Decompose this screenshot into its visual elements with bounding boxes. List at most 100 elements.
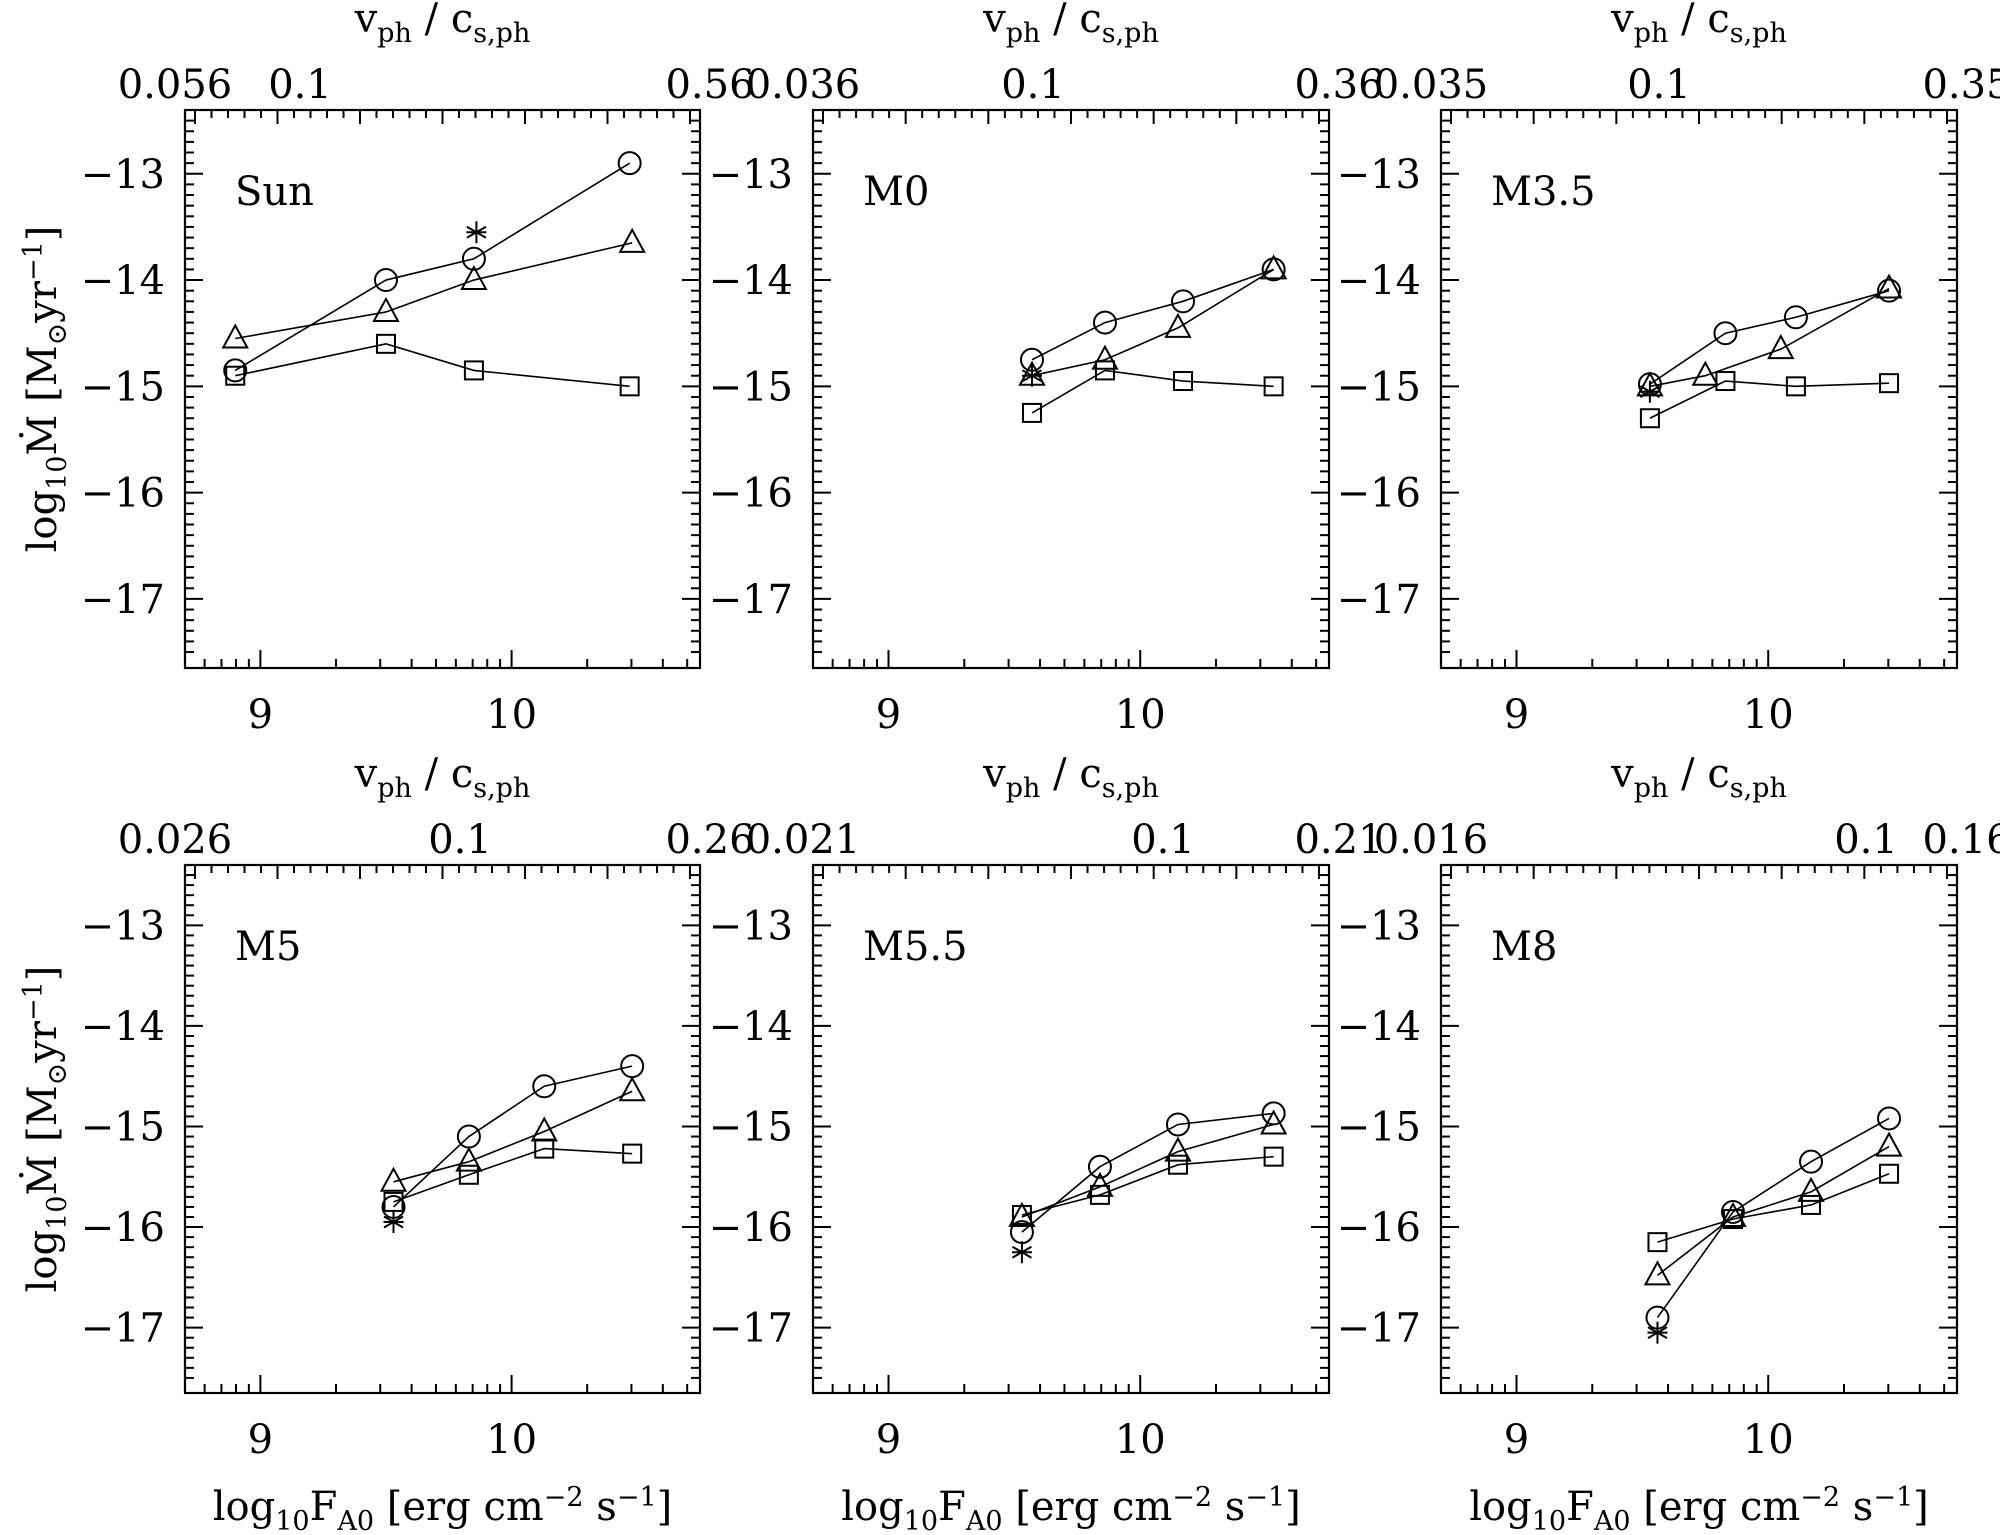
top-title-sub-sph: s,ph: [1102, 773, 1159, 804]
x-title-unit-open: [erg cm: [1631, 1484, 1801, 1530]
data-point-circle: [1799, 1149, 1824, 1174]
top-tick-label: 0.56: [665, 62, 754, 108]
top-title-sub-sph: s,ph: [473, 18, 530, 49]
series-line-triangles: [1031, 268, 1275, 377]
top-tick-label: 0.016: [1374, 817, 1489, 863]
x-title-sup-2: −2: [1172, 1482, 1212, 1513]
top-title-sub-sph: s,ph: [473, 773, 530, 804]
y-tick-label: −15: [1337, 1104, 1421, 1150]
y-tick-label: −15: [1337, 364, 1421, 410]
x-title-log: log: [213, 1484, 275, 1530]
top-tick-label: 0.036: [746, 62, 861, 108]
top-title-sub-ph: ph: [377, 773, 412, 804]
series-line-squares: [235, 343, 630, 388]
data-point-asterisk: [466, 221, 487, 244]
data-point-triangle: [530, 1116, 558, 1142]
y-title-sub-10: 10: [42, 1196, 73, 1230]
x-title-unit-mid: s: [1840, 1484, 1873, 1530]
x-title-sub-10: 10: [275, 1506, 309, 1535]
top-tick-label: 0.035: [1374, 62, 1489, 108]
top-tick-label: 0.1: [268, 62, 332, 108]
data-point-square: [1021, 402, 1042, 423]
series-line-triangles: [235, 242, 633, 340]
series-line-squares: [1021, 1155, 1274, 1216]
data-point-circle: [1087, 1154, 1112, 1179]
series-line-squares: [393, 1147, 633, 1203]
top-tick-label: 0.21: [1294, 817, 1383, 863]
panel-label: M8: [1491, 924, 1557, 970]
y-title-Mdot: Ṁ [M: [19, 345, 66, 455]
data-point-circle: [461, 246, 486, 271]
panel-label: M5: [235, 924, 301, 970]
y-axis-title: log10Ṁ [M⊙yr−1]: [18, 226, 73, 553]
series-line-circles: [1021, 1112, 1274, 1233]
top-tick-label: 0.26: [665, 817, 754, 863]
top-tick-label: 0.36: [1294, 62, 1383, 108]
top-title-sub-ph: ph: [377, 18, 412, 49]
data-point-square: [383, 1191, 404, 1212]
x-title-F: F: [310, 1484, 338, 1530]
data-point-triangle: [1091, 344, 1119, 370]
series-line-squares: [1657, 1173, 1890, 1243]
x-title-sup-1: −1: [1873, 1482, 1913, 1513]
data-point-triangle: [1164, 312, 1192, 338]
y-title-sub-10: 10: [42, 456, 73, 490]
y-tick-label: −13: [1337, 152, 1421, 198]
series-line-circles: [1656, 1117, 1890, 1319]
data-point-triangle: [1008, 1201, 1036, 1227]
data-point-square: [1722, 1209, 1743, 1230]
x-tick-label: 10: [1743, 1417, 1794, 1463]
panel-label: M0: [863, 169, 929, 215]
x-title-unit-open: [erg cm: [374, 1484, 544, 1530]
y-tick-label: −14: [81, 258, 165, 304]
data-point-square: [1263, 376, 1284, 397]
top-tick-label: 0.056: [118, 62, 233, 108]
data-point-triangle: [221, 323, 249, 349]
data-point-circle: [373, 268, 398, 293]
x-axis-title: log10FA0 [erg cm−2 s−1]: [841, 1482, 1301, 1535]
data-point-circle: [1261, 1101, 1286, 1126]
top-title-sep: / c: [412, 0, 473, 42]
y-title-log: log: [20, 1230, 66, 1292]
x-title-sub-A0: A0: [1593, 1506, 1631, 1535]
top-title-sub-ph: ph: [1006, 773, 1041, 804]
x-title-sup-1: −1: [617, 1482, 657, 1513]
data-point-triangle: [1767, 334, 1795, 360]
data-point-triangle: [379, 1166, 408, 1192]
top-title-sep: / c: [1668, 751, 1729, 797]
y-tick-label: −17: [709, 577, 793, 623]
top-title-sep: / c: [1040, 751, 1101, 797]
panel-m8: −13 −14 −15 −16 −17 9 10 0.016 0.1 0.16 vph / cs,p…: [1337, 751, 2000, 1535]
y-tick-label: −15: [81, 364, 165, 410]
series-line-circles: [1649, 289, 1890, 385]
data-point-triangle: [1719, 1201, 1747, 1227]
y-tick-label: −16: [81, 471, 165, 517]
data-point-square: [1785, 376, 1806, 397]
data-point-triangle: [1643, 1260, 1672, 1286]
x-tick-label: 9: [248, 692, 273, 738]
top-axis-title: vph / cs,ph: [982, 0, 1159, 49]
data-point-square: [1173, 371, 1194, 392]
data-point-triangle: [1259, 254, 1288, 280]
data-point-square: [458, 1164, 479, 1185]
y-tick-label: −17: [81, 577, 165, 623]
data-point-circle: [1720, 1199, 1745, 1224]
top-tick-label: 0.026: [118, 817, 233, 863]
y-title-sup-1: −1: [18, 241, 49, 281]
data-point-triangle: [1797, 1176, 1825, 1202]
top-title-sub-sph: s,ph: [1102, 18, 1159, 49]
y-tick-label: −16: [1337, 1205, 1421, 1251]
y-tick-label: −15: [709, 364, 793, 410]
panel-label: Sun: [235, 169, 314, 215]
x-title-sub-10: 10: [1532, 1506, 1566, 1535]
x-tick-label: 9: [876, 1417, 901, 1463]
y-title-sub-sun: ⊙: [42, 1063, 73, 1086]
x-title-unit-close: ]: [657, 1484, 673, 1530]
data-point-square: [534, 1138, 555, 1159]
x-title-sub-A0: A0: [336, 1506, 374, 1535]
series-line-circles: [1031, 268, 1274, 361]
data-point-triangle: [618, 227, 646, 253]
y-tick-label: −13: [81, 903, 165, 949]
x-tick-label: 10: [486, 692, 537, 738]
data-point-circle: [1877, 1106, 1902, 1131]
